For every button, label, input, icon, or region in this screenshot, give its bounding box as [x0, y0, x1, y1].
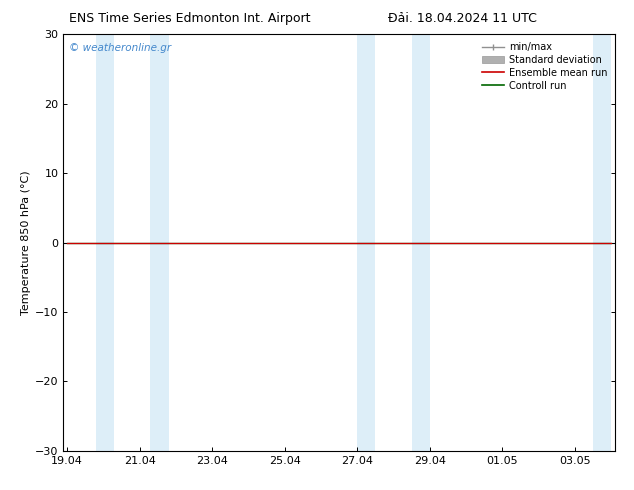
- Legend: min/max, Standard deviation, Ensemble mean run, Controll run: min/max, Standard deviation, Ensemble me…: [479, 38, 611, 95]
- Bar: [411, 34, 430, 451]
- Text: © weatheronline.gr: © weatheronline.gr: [69, 43, 171, 52]
- Text: Đải. 18.04.2024 11 UTC: Đải. 18.04.2024 11 UTC: [389, 12, 537, 25]
- Y-axis label: Temperature 850 hPa (°C): Temperature 850 hPa (°C): [21, 170, 31, 315]
- Text: ENS Time Series Edmonton Int. Airport: ENS Time Series Edmonton Int. Airport: [70, 12, 311, 25]
- Bar: [593, 34, 611, 451]
- Bar: [358, 34, 375, 451]
- Bar: [150, 34, 169, 451]
- Bar: [96, 34, 114, 451]
